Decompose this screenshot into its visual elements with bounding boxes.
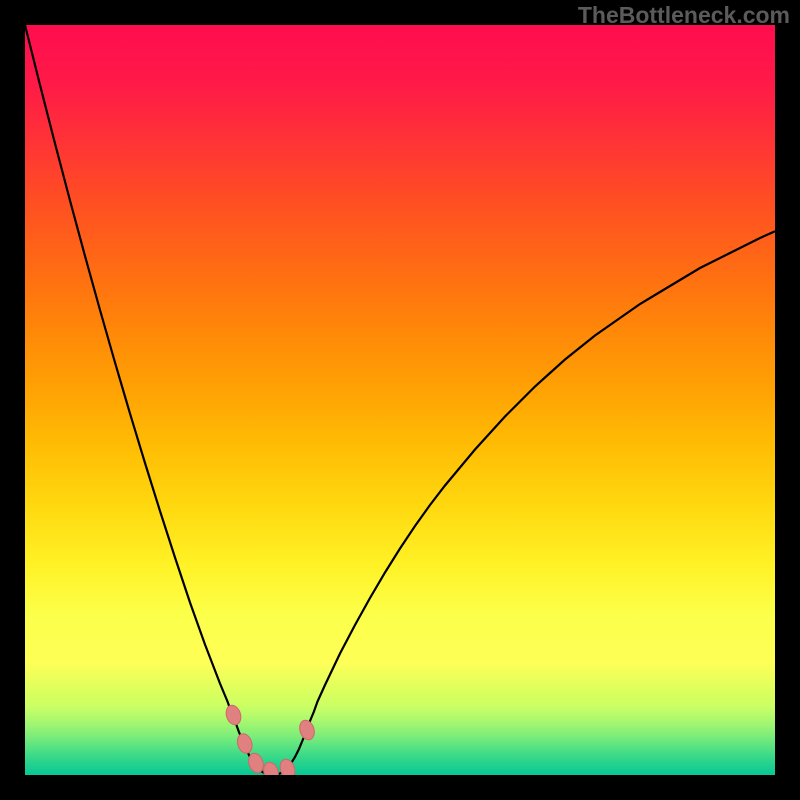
- watermark-text: TheBottleneck.com: [578, 2, 790, 29]
- bottleneck-chart: [0, 0, 800, 800]
- chart-frame: [0, 0, 800, 800]
- gradient-background: [25, 25, 775, 775]
